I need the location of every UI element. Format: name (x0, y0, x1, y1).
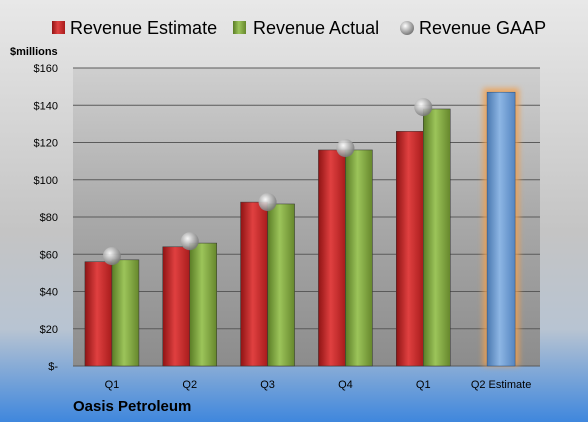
y-axis-unit-label: $millions (10, 46, 58, 58)
y-tick-label: $60 (40, 249, 58, 261)
bars (84, 88, 520, 367)
y-tick-label: $100 (34, 175, 58, 187)
x-tick-label: Q3 (260, 379, 275, 391)
legend: Revenue Estimate Revenue Actual Revenue … (52, 18, 546, 38)
bar-revenue-estimate (396, 131, 424, 367)
bar-revenue-actual (189, 242, 217, 367)
x-tick-label: Q2 Estimate (471, 379, 532, 391)
y-tick-label: $120 (34, 138, 58, 150)
x-tick-label: Q2 (182, 379, 197, 391)
y-tick-label: $20 (40, 324, 58, 336)
y-tick-label: $80 (40, 212, 58, 224)
marker-revenue-gaap (180, 232, 199, 251)
legend-item-revenue-estimate: Revenue Estimate (52, 18, 217, 38)
x-tick-label: Q1 (105, 379, 120, 391)
legend-swatch-actual (233, 21, 246, 34)
bar-revenue-estimate (162, 246, 190, 367)
y-axis-ticks: $- $20 $40 $60 $80 $100 $120 $140 $160 (34, 63, 59, 373)
bar-revenue-estimate (318, 149, 346, 367)
y-tick-label: $40 (40, 287, 58, 299)
marker-revenue-gaap (102, 247, 121, 266)
legend-swatch-gaap (400, 21, 414, 35)
legend-label-estimate: Revenue Estimate (70, 18, 217, 38)
bar-revenue-estimate (84, 261, 113, 367)
bar-next-quarter-estimate (486, 91, 516, 367)
legend-swatch-estimate (52, 21, 65, 34)
y-tick-label: $- (48, 361, 58, 373)
company-name: Oasis Petroleum (73, 398, 191, 415)
legend-item-revenue-gaap: Revenue GAAP (400, 18, 546, 38)
y-tick-label: $140 (34, 100, 58, 112)
x-tick-label: Q4 (338, 379, 353, 391)
legend-item-revenue-actual: Revenue Actual (233, 18, 379, 38)
bar-revenue-estimate (240, 201, 268, 367)
bar-revenue-actual (267, 203, 295, 367)
marker-revenue-gaap (258, 193, 277, 212)
marker-revenue-gaap (414, 98, 433, 117)
y-tick-label: $160 (34, 63, 58, 75)
legend-label-actual: Revenue Actual (253, 18, 379, 38)
bar-revenue-actual (111, 259, 140, 367)
bar-revenue-actual (423, 108, 451, 367)
x-tick-label: Q1 (416, 379, 431, 391)
x-axis-ticks: Q1 Q2 Q3 Q4 Q1 Q2 Estimate (105, 379, 532, 391)
bar-revenue-actual (345, 149, 373, 367)
marker-revenue-gaap (336, 139, 355, 158)
grid-lines (73, 67, 540, 367)
legend-label-gaap: Revenue GAAP (419, 18, 546, 38)
